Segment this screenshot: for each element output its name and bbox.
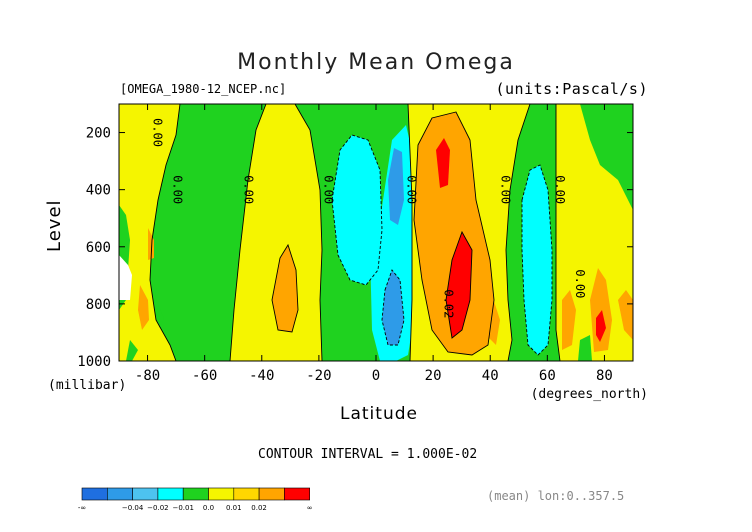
chart-title: Monthly Mean Omega [237,50,515,75]
colorbar-swatch [258,487,285,501]
y-tick-label: 800 [86,297,111,313]
contour-line [505,104,531,361]
contour-value-label: 0.00 [499,175,513,204]
contour-interval-label: CONTOUR INTERVAL = 1.000E-02 [258,447,478,462]
colorbar-swatch [284,487,310,501]
axis-layer: -80 -60 -40 -20 0 20 40 60 80 200 400 600 800 1000 [77,104,633,384]
y-tick-label: 200 [86,126,111,142]
colorbar-label: 0.01 [226,504,242,512]
colorbar-swatch [157,487,184,501]
x-axis-units: (degrees_north) [530,387,648,402]
mean-longitude-label: (mean) lon:0..357.5 [487,489,625,503]
contour-line [381,269,405,346]
y-tick-label: 600 [86,240,111,256]
colorbar-label: −0.02 [147,504,168,512]
colorbar-swatch [132,487,159,501]
colorbar-label: -∞ [78,504,86,512]
contour-line [294,104,323,361]
contour-fill-layer [119,104,633,361]
contour-line [229,104,267,361]
x-tick-label: -40 [249,368,274,384]
contour-value-label: 0.00 [322,175,336,204]
contour-line [271,243,299,333]
x-axis-title: Latitude [340,404,418,424]
contour-value-label: 0.02 [442,289,456,318]
contour-value-label: 0.00 [553,175,567,204]
colorbar-label: ∞ [307,504,313,512]
x-tick-label: 20 [425,368,442,384]
contour-line [413,111,495,356]
contour-value-label: 0.00 [150,118,164,147]
colorbar-label: −0.04 [122,504,144,512]
x-tick-label: -20 [306,368,331,384]
x-tick-label: 0 [372,368,380,384]
x-tick-label: 60 [539,368,556,384]
x-tick-label: -80 [135,368,160,384]
units-label: (units:Pascal/s) [495,80,648,98]
source-file-label: [OMEGA_1980-12_NCEP.nc] [120,82,287,96]
contour-value-label: 0.00 [170,175,184,204]
x-tick-label: -60 [192,368,217,384]
contour-line-layer [149,104,561,361]
contour-label-layer: 0.00 0.00 0.00 0.00 0.00 0.00 0.00 0.00 0.02 [150,118,587,318]
colorbar-swatch [233,487,260,501]
contour-value-label: 0.00 [242,175,256,204]
colorbar-swatch [208,487,235,501]
contour-value-label: 0.00 [404,175,418,204]
y-tick-label: 1000 [77,354,111,370]
y-axis-units: (millibar) [48,378,127,393]
negative-contour-layer [331,134,553,356]
contour-line [555,104,561,361]
colorbar-label: 0.02 [251,504,267,512]
contour-line [521,164,553,356]
colorbar-label: 0.0 [203,504,214,512]
colorbar-swatch [182,487,209,501]
contour-value-label: 0.00 [573,269,587,298]
x-tick-label: 80 [596,368,613,384]
contour-line [407,104,413,361]
colorbar: -∞ −0.04 −0.02 −0.01 0.0 0.01 0.02 ∞ [78,487,313,512]
colorbar-swatch [107,487,133,501]
y-tick-label: 400 [86,183,111,199]
contour-line [149,104,181,361]
colorbar-swatch [81,487,108,501]
contour-line [445,230,473,339]
colorbar-label: −0.01 [172,504,193,512]
x-tick-label: 40 [482,368,499,384]
